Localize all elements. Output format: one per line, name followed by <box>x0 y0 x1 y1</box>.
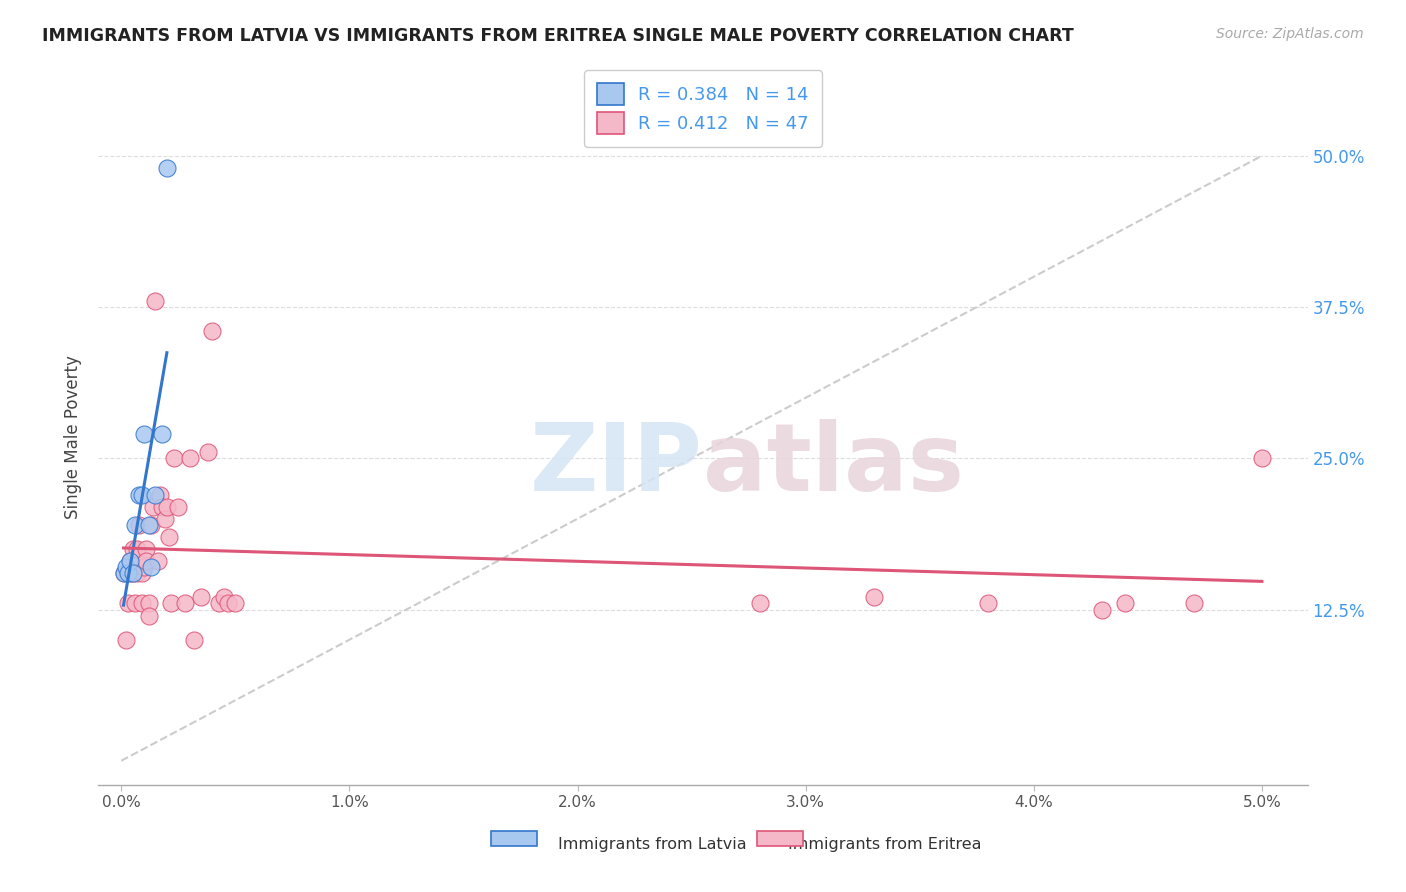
Point <box>156 161 179 175</box>
Point <box>224 597 246 611</box>
Point <box>131 487 153 501</box>
Point <box>179 451 201 466</box>
Point <box>121 541 143 556</box>
Point <box>124 517 146 532</box>
Point <box>142 500 165 514</box>
Point <box>153 512 176 526</box>
Point <box>146 554 169 568</box>
Point <box>145 487 167 501</box>
Point <box>139 560 162 574</box>
Text: Immigrants from Latvia: Immigrants from Latvia <box>558 837 747 852</box>
Point <box>863 591 886 605</box>
Point <box>749 597 772 611</box>
Point <box>131 566 153 581</box>
Point <box>1182 597 1205 611</box>
Point <box>183 632 205 647</box>
Point <box>156 500 179 514</box>
Point <box>117 566 139 581</box>
Point <box>201 324 224 338</box>
Point <box>1091 602 1114 616</box>
Point <box>114 560 136 574</box>
Point <box>120 566 142 581</box>
Point <box>124 597 146 611</box>
Point <box>128 487 150 501</box>
Point <box>112 566 135 581</box>
Point <box>127 541 149 556</box>
FancyBboxPatch shape <box>758 830 803 847</box>
Point <box>112 566 135 581</box>
Point <box>135 541 157 556</box>
Point <box>121 566 143 581</box>
Point <box>132 560 155 574</box>
Point <box>128 517 150 532</box>
Point <box>208 597 231 611</box>
Point <box>1251 451 1274 466</box>
Point <box>977 597 1000 611</box>
Text: ZIP: ZIP <box>530 419 703 511</box>
Point <box>174 597 197 611</box>
Point <box>150 500 173 514</box>
Point <box>117 597 139 611</box>
Point <box>132 427 155 442</box>
Point <box>120 554 142 568</box>
Point <box>157 530 180 544</box>
Point <box>114 632 136 647</box>
Text: atlas: atlas <box>703 419 965 511</box>
Point <box>167 500 190 514</box>
Point <box>138 517 160 532</box>
Point <box>145 293 167 308</box>
Y-axis label: Single Male Poverty: Single Male Poverty <box>65 355 83 519</box>
Point <box>135 554 157 568</box>
Point <box>138 597 160 611</box>
Point <box>138 608 160 623</box>
Point <box>197 445 219 459</box>
Point <box>1114 597 1136 611</box>
Point <box>160 597 183 611</box>
Point <box>131 597 153 611</box>
Point <box>149 487 172 501</box>
Text: Immigrants from Eritrea: Immigrants from Eritrea <box>787 837 981 852</box>
Point <box>127 566 149 581</box>
FancyBboxPatch shape <box>492 830 537 847</box>
Legend: R = 0.384   N = 14, R = 0.412   N = 47: R = 0.384 N = 14, R = 0.412 N = 47 <box>585 70 821 147</box>
Point <box>190 591 212 605</box>
Point <box>139 517 162 532</box>
Point <box>217 597 239 611</box>
Text: IMMIGRANTS FROM LATVIA VS IMMIGRANTS FROM ERITREA SINGLE MALE POVERTY CORRELATIO: IMMIGRANTS FROM LATVIA VS IMMIGRANTS FRO… <box>42 27 1074 45</box>
Point <box>121 566 143 581</box>
Text: Source: ZipAtlas.com: Source: ZipAtlas.com <box>1216 27 1364 41</box>
Point <box>163 451 186 466</box>
Point <box>150 427 173 442</box>
Point <box>212 591 235 605</box>
Point <box>120 554 142 568</box>
